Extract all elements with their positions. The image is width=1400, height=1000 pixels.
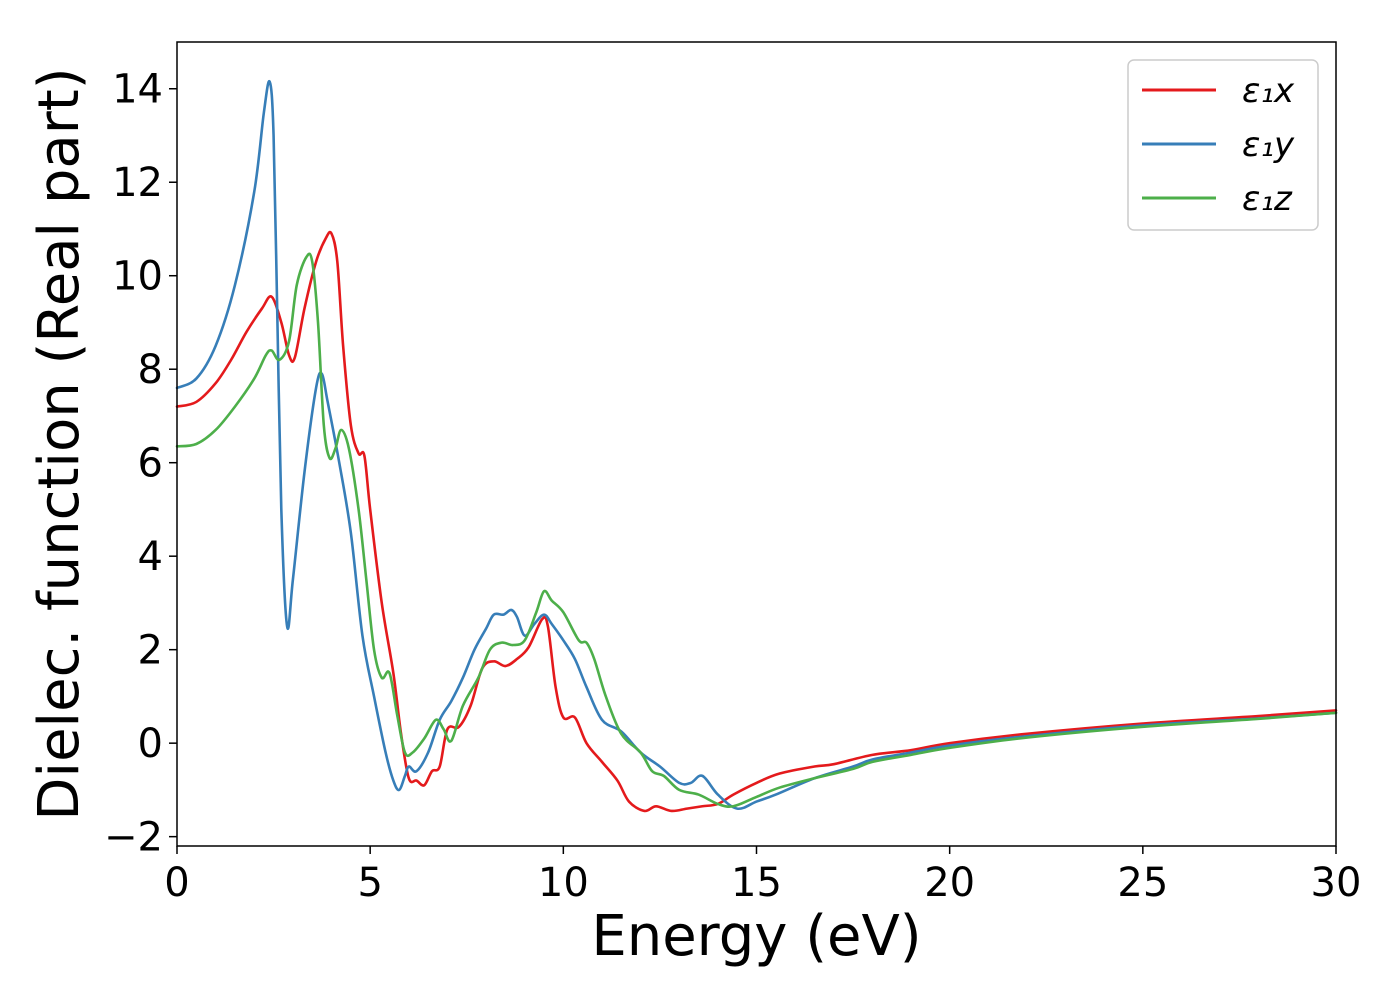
y-tick-label: 2 (138, 628, 163, 674)
x-tick-label: 30 (1311, 860, 1362, 906)
series-line-2 (175, 79, 1338, 811)
x-tick-label: 25 (1117, 860, 1168, 906)
legend: ε₁x ε₁y ε₁z (1127, 59, 1319, 231)
y-tick-label: 12 (112, 160, 163, 206)
x-tick-label: 0 (164, 860, 189, 906)
x-tick-label: 10 (538, 860, 589, 906)
legend-label-3: ε₁z (1242, 179, 1293, 219)
y-tick-label: −2 (104, 815, 163, 861)
y-tick-label: 0 (138, 721, 163, 767)
legend-label-1: ε₁x (1242, 71, 1295, 111)
legend-label-2: ε₁y (1242, 125, 1295, 165)
series-layer (175, 79, 1338, 813)
x-axis: 0 5 10 15 20 25 30 (164, 846, 1361, 906)
y-tick-label: 6 (138, 441, 163, 487)
y-axis-title: Dielec. function (Real part) (27, 67, 92, 820)
series-line-3 (175, 252, 1338, 808)
legend-box (1127, 59, 1319, 231)
y-axis: −2 0 2 4 6 8 10 12 14 (104, 67, 177, 861)
x-axis-title: Energy (eV) (591, 904, 921, 969)
y-tick-label: 4 (138, 534, 163, 580)
y-tick-label: 14 (112, 67, 163, 113)
x-tick-label: 15 (731, 860, 782, 906)
x-tick-label: 20 (924, 860, 975, 906)
x-tick-label: 5 (357, 860, 382, 906)
y-tick-label: 8 (138, 347, 163, 393)
y-tick-label: 10 (112, 254, 163, 300)
